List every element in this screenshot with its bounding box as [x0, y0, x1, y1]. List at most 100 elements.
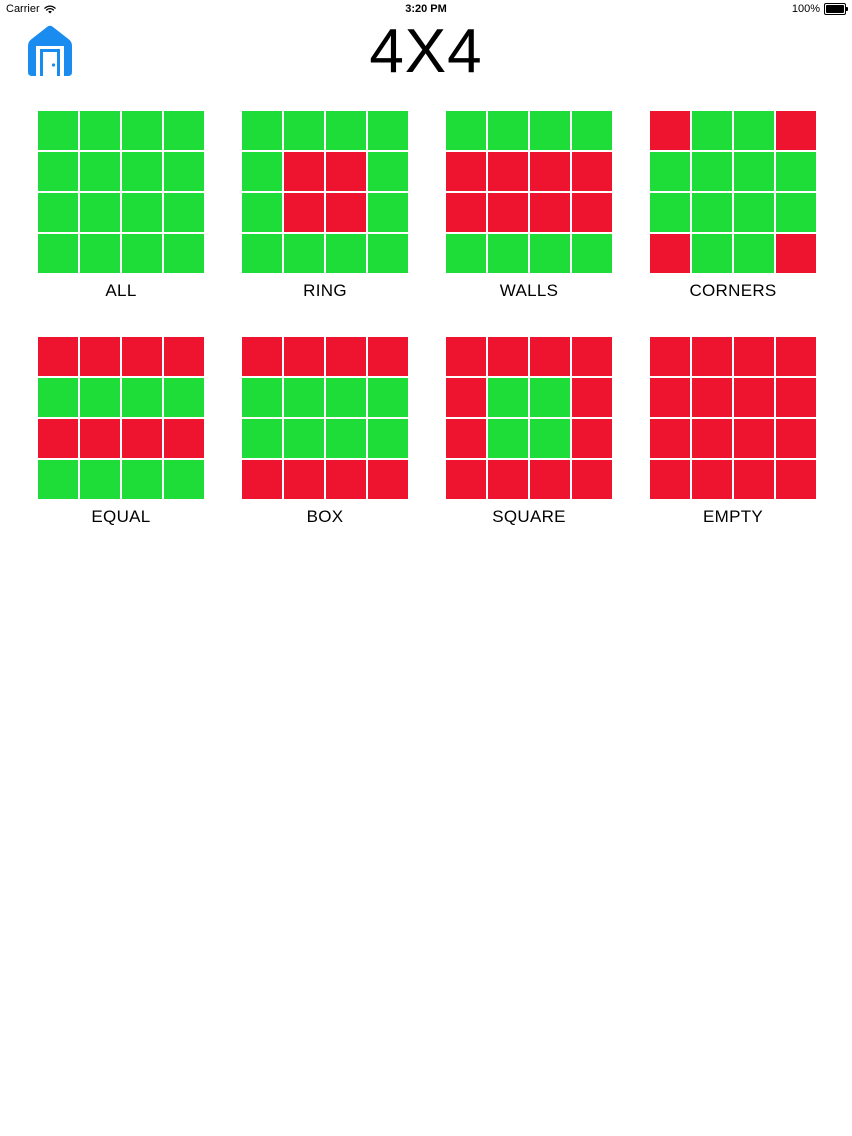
- board-cell: [122, 111, 162, 150]
- board-cell: [446, 111, 486, 150]
- pattern-corners-board: [650, 111, 816, 273]
- board-cell: [122, 460, 162, 499]
- board-cell: [446, 152, 486, 191]
- board-cell: [446, 234, 486, 273]
- board-cell: [38, 378, 78, 417]
- board-cell: [122, 152, 162, 191]
- board-cell: [368, 234, 408, 273]
- board-cell: [368, 419, 408, 458]
- board-cell: [326, 111, 366, 150]
- board-cell: [326, 460, 366, 499]
- board-cell: [242, 460, 282, 499]
- board-cell: [284, 193, 324, 232]
- home-door-icon: [28, 25, 72, 76]
- board-cell: [242, 193, 282, 232]
- board-cell: [734, 378, 774, 417]
- board-cell: [80, 152, 120, 191]
- board-cell: [326, 419, 366, 458]
- board-cell: [284, 378, 324, 417]
- board-cell: [164, 378, 204, 417]
- board-cell: [122, 419, 162, 458]
- board-cell: [776, 419, 816, 458]
- board-cell: [776, 460, 816, 499]
- pattern-all[interactable]: ALL: [37, 111, 205, 301]
- board-cell: [530, 419, 570, 458]
- board-cell: [692, 378, 732, 417]
- board-cell: [692, 234, 732, 273]
- pattern-label: EQUAL: [91, 507, 151, 526]
- board-cell: [488, 460, 528, 499]
- board-cell: [734, 460, 774, 499]
- board-cell: [734, 152, 774, 191]
- board-cell: [38, 419, 78, 458]
- pattern-walls-board: [446, 111, 612, 273]
- board-cell: [530, 193, 570, 232]
- board-cell: [164, 419, 204, 458]
- board-cell: [776, 234, 816, 273]
- board-cell: [242, 337, 282, 376]
- board-cell: [368, 378, 408, 417]
- pattern-corners[interactable]: CORNERS: [649, 111, 817, 301]
- board-cell: [572, 111, 612, 150]
- board-cell: [692, 193, 732, 232]
- pattern-ring-board: [242, 111, 408, 273]
- board-cell: [776, 111, 816, 150]
- board-cell: [242, 111, 282, 150]
- board-cell: [572, 234, 612, 273]
- board-cell: [38, 193, 78, 232]
- board-cell: [326, 234, 366, 273]
- board-cell: [776, 337, 816, 376]
- board-cell: [326, 152, 366, 191]
- board-cell: [530, 152, 570, 191]
- board-cell: [572, 378, 612, 417]
- board-cell: [446, 378, 486, 417]
- board-cell: [284, 234, 324, 273]
- pattern-equal[interactable]: EQUAL: [37, 337, 205, 527]
- battery-icon: [824, 3, 848, 15]
- board-cell: [284, 337, 324, 376]
- board-cell: [692, 337, 732, 376]
- board-cell: [80, 193, 120, 232]
- board-cell: [650, 193, 690, 232]
- board-cell: [242, 378, 282, 417]
- board-cell: [164, 193, 204, 232]
- board-cell: [650, 419, 690, 458]
- pattern-empty-board: [650, 337, 816, 499]
- board-cell: [530, 111, 570, 150]
- board-cell: [776, 193, 816, 232]
- board-cell: [122, 337, 162, 376]
- pattern-ring[interactable]: RING: [241, 111, 409, 301]
- pattern-square[interactable]: SQUARE: [445, 337, 613, 527]
- board-cell: [692, 460, 732, 499]
- board-cell: [368, 193, 408, 232]
- pattern-label: EMPTY: [702, 507, 764, 526]
- board-cell: [734, 193, 774, 232]
- pattern-label: ALL: [105, 281, 137, 300]
- pattern-walls[interactable]: WALLS: [445, 111, 613, 301]
- board-cell: [38, 111, 78, 150]
- board-cell: [530, 460, 570, 499]
- pattern-label: RING: [303, 281, 347, 300]
- board-cell: [488, 234, 528, 273]
- home-button[interactable]: [20, 22, 80, 80]
- board-cell: [122, 378, 162, 417]
- board-cell: [692, 152, 732, 191]
- board-cell: [164, 111, 204, 150]
- board-cell: [650, 111, 690, 150]
- board-cell: [242, 419, 282, 458]
- board-cell: [446, 419, 486, 458]
- page-title: 4X4: [369, 17, 483, 86]
- pattern-empty[interactable]: EMPTY: [649, 337, 817, 527]
- board-cell: [776, 378, 816, 417]
- board-cell: [572, 193, 612, 232]
- battery-fill: [826, 5, 844, 13]
- pattern-box-board: [242, 337, 408, 499]
- board-cell: [368, 337, 408, 376]
- board-cell: [80, 111, 120, 150]
- board-cell: [530, 378, 570, 417]
- board-cell: [572, 152, 612, 191]
- board-cell: [488, 111, 528, 150]
- status-bar: Carrier 3:20 PM 100%: [0, 0, 852, 18]
- pattern-box[interactable]: BOX: [241, 337, 409, 527]
- board-cell: [326, 193, 366, 232]
